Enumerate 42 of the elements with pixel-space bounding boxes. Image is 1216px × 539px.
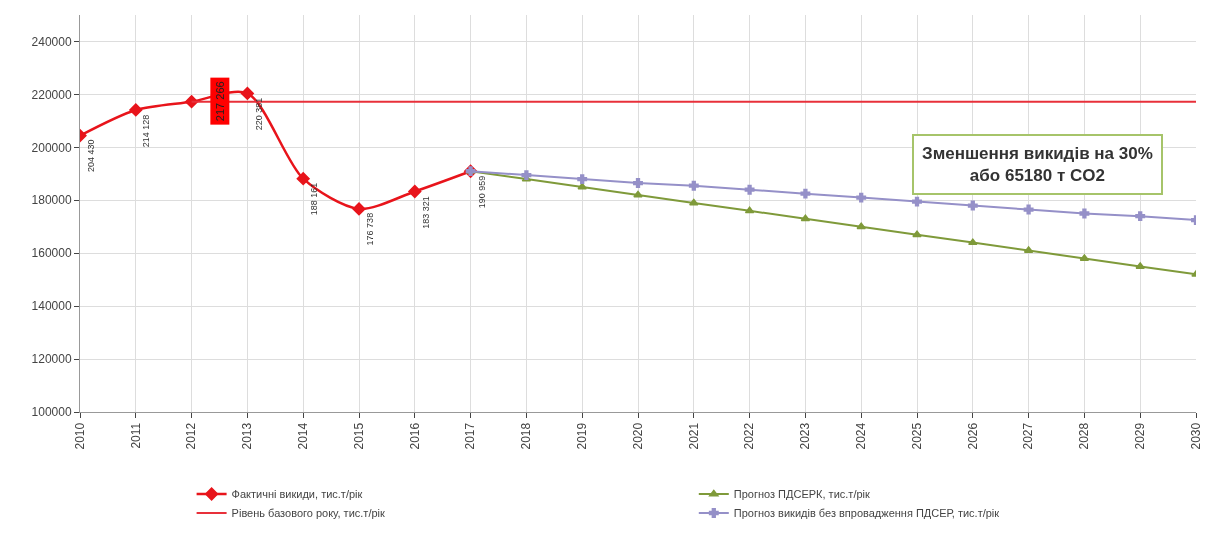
x-tick-label: 2023 [798, 422, 813, 450]
x-tick-label: 2012 [184, 422, 199, 450]
x-tick-label: 2015 [351, 422, 366, 450]
legend-label: Прогноз викидів без впровадження ПДСЕР, тис.т/рік [733, 507, 1000, 520]
x-tick-label: 2014 [296, 422, 311, 450]
x-tick-label: 2026 [965, 422, 980, 450]
x-tick-label: 2016 [407, 422, 422, 450]
annotation: 217 266 [213, 81, 226, 122]
data-label: 188 161 [309, 182, 320, 216]
data-label: 220 381 [253, 97, 264, 131]
x-tick-label: 2022 [742, 422, 757, 450]
data-label: 214 128 [141, 114, 152, 148]
data-label: 176 738 [364, 212, 375, 246]
annotation: Зменшення викидів на 30% або 65180 т CO2 [922, 144, 1153, 186]
x-tick-label: 2021 [686, 422, 701, 450]
x-tick-label: 2019 [575, 422, 590, 450]
x-tick-label: 2018 [519, 422, 534, 450]
y-tick-label: 220000 [31, 87, 72, 102]
y-tick-label: 180000 [31, 193, 72, 208]
legend-label: Прогноз ПДСЕРК, тис.т/рік [733, 488, 871, 501]
x-tick-label: 2011 [128, 422, 143, 449]
x-tick-label: 2029 [1133, 422, 1148, 450]
legend-label: Рівень базового року, тис.т/рік [231, 507, 386, 520]
x-tick-label: 2020 [630, 422, 645, 450]
y-tick-label: 160000 [31, 246, 72, 261]
data-label: 204 430 [85, 139, 96, 173]
y-tick-label: 140000 [31, 299, 72, 314]
x-tick-label: 2010 [72, 422, 87, 450]
x-tick-label: 2028 [1077, 422, 1092, 450]
x-tick-label: 2027 [1021, 422, 1036, 450]
y-tick-label: 120000 [31, 352, 72, 367]
y-tick-label: 100000 [31, 405, 72, 420]
x-tick-label: 2025 [909, 422, 924, 450]
x-tick-label: 2017 [463, 422, 478, 450]
y-tick-label: 200000 [31, 140, 72, 155]
x-tick-label: 2024 [854, 422, 869, 450]
x-tick-label: 2013 [240, 422, 255, 450]
data-label: 183 321 [420, 196, 431, 229]
data-label: 190 959 [476, 175, 487, 209]
y-tick-label: 240000 [31, 34, 72, 49]
x-tick-label: 2030 [1188, 422, 1203, 450]
legend-label: Фактичні викиди, тис.т/рік [231, 488, 363, 501]
